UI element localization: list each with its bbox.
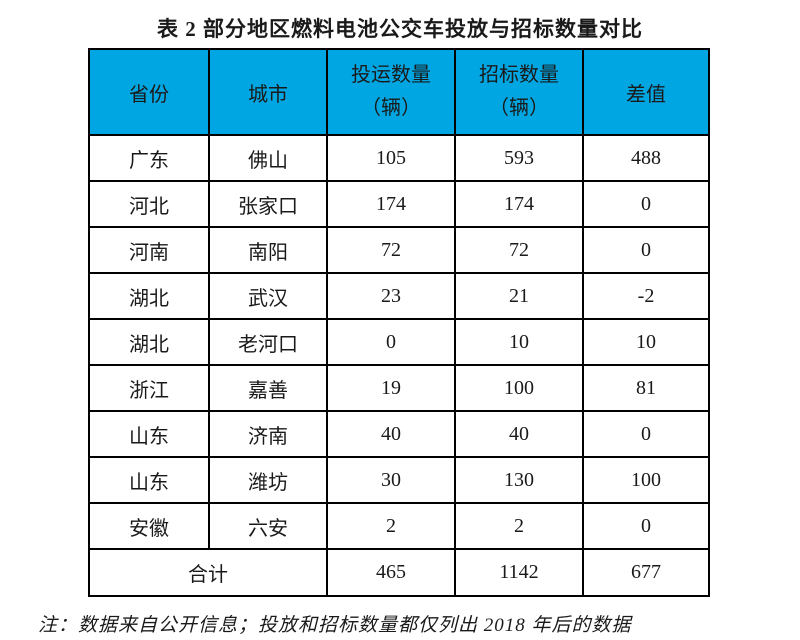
table-row: 山东 潍坊 30 130 100 bbox=[88, 456, 710, 504]
cell-total-tender: 1142 bbox=[454, 548, 584, 597]
col-header-tender: 招标数量 （辆） bbox=[454, 48, 584, 136]
cell-diff: 100 bbox=[582, 456, 710, 504]
header-row: 省份 城市 投运数量 （辆） 招标数量 （辆） 差值 bbox=[88, 48, 710, 136]
cell-province: 广东 bbox=[88, 134, 210, 182]
cell-city: 嘉善 bbox=[208, 364, 328, 412]
cell-total-diff: 677 bbox=[582, 548, 710, 597]
data-table: 省份 城市 投运数量 （辆） 招标数量 （辆） 差值 广东 佛山 105 593… bbox=[88, 48, 710, 597]
cell-city: 张家口 bbox=[208, 180, 328, 228]
cell-province: 河南 bbox=[88, 226, 210, 274]
table-total-row: 合计 465 1142 677 bbox=[88, 548, 710, 597]
col-header-tender-line2: （辆） bbox=[489, 97, 549, 119]
cell-deployed: 174 bbox=[326, 180, 456, 228]
cell-diff: 488 bbox=[582, 134, 710, 182]
table-title: 表 2 部分地区燃料电池公交车投放与招标数量对比 bbox=[157, 17, 643, 41]
cell-tender: 72 bbox=[454, 226, 584, 274]
cell-city: 老河口 bbox=[208, 318, 328, 366]
cell-deployed: 19 bbox=[326, 364, 456, 412]
cell-tender: 593 bbox=[454, 134, 584, 182]
cell-deployed: 30 bbox=[326, 456, 456, 504]
cell-city: 潍坊 bbox=[208, 456, 328, 504]
cell-total-label: 合计 bbox=[88, 548, 328, 597]
col-header-deployed: 投运数量 （辆） bbox=[326, 48, 456, 136]
table-row: 山东 济南 40 40 0 bbox=[88, 410, 710, 458]
cell-tender: 10 bbox=[454, 318, 584, 366]
cell-tender: 100 bbox=[454, 364, 584, 412]
cell-city: 南阳 bbox=[208, 226, 328, 274]
cell-diff: 0 bbox=[582, 226, 710, 274]
cell-tender: 40 bbox=[454, 410, 584, 458]
cell-city: 武汉 bbox=[208, 272, 328, 320]
table-row: 湖北 武汉 23 21 -2 bbox=[88, 272, 710, 320]
cell-city: 济南 bbox=[208, 410, 328, 458]
cell-total-deployed: 465 bbox=[326, 548, 456, 597]
cell-deployed: 40 bbox=[326, 410, 456, 458]
cell-province: 河北 bbox=[88, 180, 210, 228]
cell-city: 佛山 bbox=[208, 134, 328, 182]
table-header: 省份 城市 投运数量 （辆） 招标数量 （辆） 差值 bbox=[88, 48, 710, 136]
cell-city: 六安 bbox=[208, 502, 328, 550]
cell-diff: 10 bbox=[582, 318, 710, 366]
cell-deployed: 23 bbox=[326, 272, 456, 320]
table-row: 广东 佛山 105 593 488 bbox=[88, 134, 710, 182]
col-header-province: 省份 bbox=[88, 48, 210, 136]
cell-province: 湖北 bbox=[88, 272, 210, 320]
cell-province: 山东 bbox=[88, 410, 210, 458]
col-header-city: 城市 bbox=[208, 48, 328, 136]
cell-province: 湖北 bbox=[88, 318, 210, 366]
cell-diff: 81 bbox=[582, 364, 710, 412]
cell-diff: 0 bbox=[582, 502, 710, 550]
cell-deployed: 2 bbox=[326, 502, 456, 550]
cell-province: 浙江 bbox=[88, 364, 210, 412]
col-header-deployed-line1: 投运数量 bbox=[351, 64, 431, 86]
cell-tender: 21 bbox=[454, 272, 584, 320]
col-header-diff: 差值 bbox=[582, 48, 710, 136]
cell-diff: 0 bbox=[582, 410, 710, 458]
table-row: 湖北 老河口 0 10 10 bbox=[88, 318, 710, 366]
table-row: 河北 张家口 174 174 0 bbox=[88, 180, 710, 228]
col-header-deployed-line2: （辆） bbox=[361, 97, 421, 119]
cell-tender: 130 bbox=[454, 456, 584, 504]
cell-deployed: 72 bbox=[326, 226, 456, 274]
cell-tender: 2 bbox=[454, 502, 584, 550]
cell-diff: -2 bbox=[582, 272, 710, 320]
cell-deployed: 105 bbox=[326, 134, 456, 182]
table-row: 浙江 嘉善 19 100 81 bbox=[88, 364, 710, 412]
col-header-tender-line1: 招标数量 bbox=[479, 64, 559, 86]
footnote: 注：数据来自公开信息；投放和招标数量都仅列出 2018 年后的数据 bbox=[38, 615, 632, 636]
cell-province: 山东 bbox=[88, 456, 210, 504]
cell-province: 安徽 bbox=[88, 502, 210, 550]
table-body: 广东 佛山 105 593 488 河北 张家口 174 174 0 河南 南阳… bbox=[88, 134, 710, 597]
cell-diff: 0 bbox=[582, 180, 710, 228]
cell-tender: 174 bbox=[454, 180, 584, 228]
table-row: 河南 南阳 72 72 0 bbox=[88, 226, 710, 274]
cell-deployed: 0 bbox=[326, 318, 456, 366]
table-row: 安徽 六安 2 2 0 bbox=[88, 502, 710, 550]
